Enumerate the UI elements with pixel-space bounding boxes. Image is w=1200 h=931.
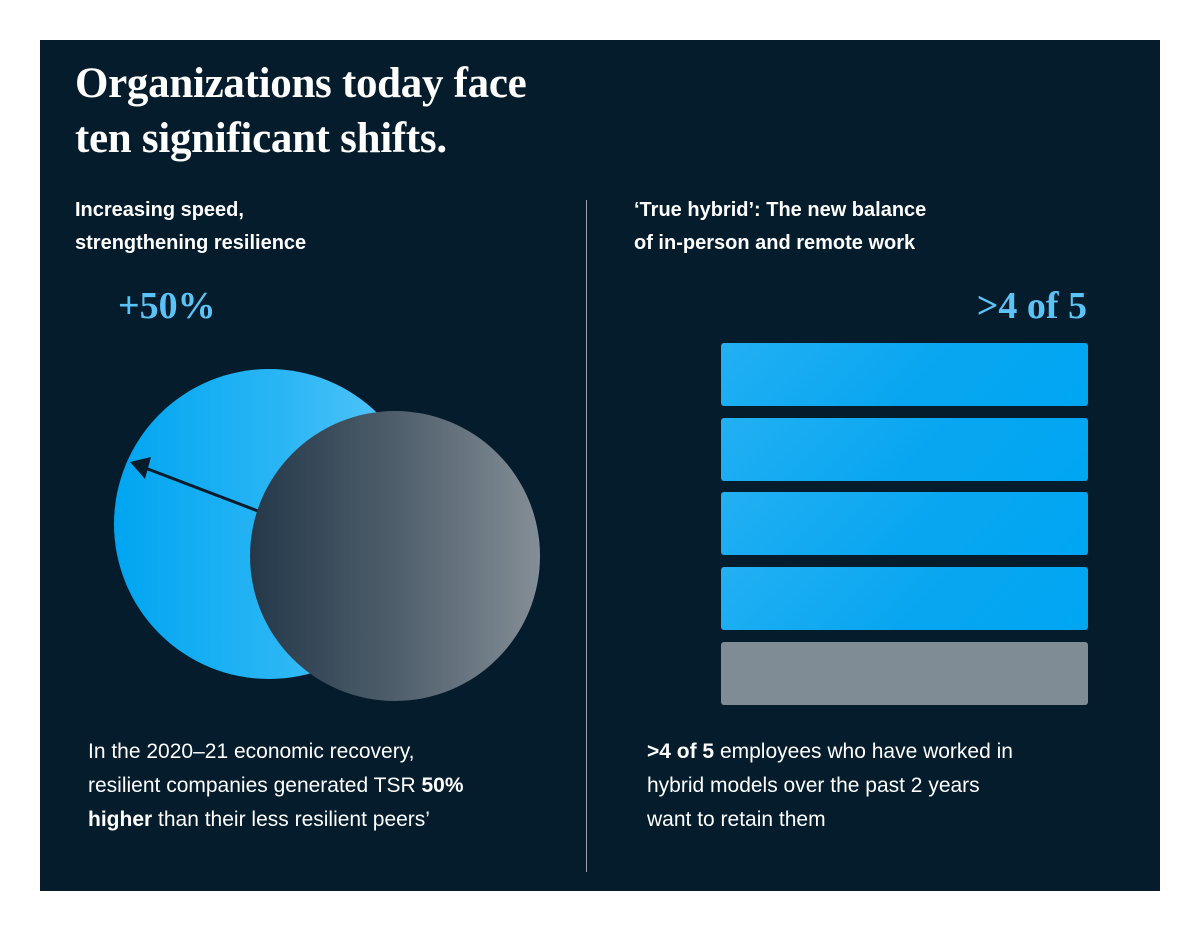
hybrid-description: >4 of 5 employees who have worked in hyb… xyxy=(647,735,1117,837)
left-heading-line-2: strengthening resilience xyxy=(75,232,307,254)
page-title: Organizations today face ten significant… xyxy=(75,56,635,166)
right-heading: ‘True hybrid’: The new balance of in-per… xyxy=(634,194,1094,260)
filled-bar-2 xyxy=(721,418,1088,481)
column-divider xyxy=(586,200,587,872)
left-desc-line-3: higher than their less resilient peers’ xyxy=(88,803,558,837)
left-desc-line-3-bold: higher xyxy=(88,808,153,831)
left-desc-line-1: In the 2020–21 economic recovery, xyxy=(88,740,415,763)
right-heading-line-2: of in-person and remote work xyxy=(634,232,916,254)
filled-bar-3 xyxy=(721,492,1088,555)
hybrid-stat: >4 of 5 xyxy=(976,285,1087,327)
arrow-line xyxy=(139,464,259,513)
left-desc-line-2: resilient companies generated TSR 50% xyxy=(88,769,558,803)
left-heading: Increasing speed, strengthening resilien… xyxy=(75,194,515,260)
resilience-description: In the 2020–21 economic recovery, resili… xyxy=(88,735,558,837)
infographic-panel: Organizations today face ten significant… xyxy=(40,40,1160,891)
right-desc-line-3: want to retain them xyxy=(647,808,826,831)
left-desc-line-2-text: resilient companies generated TSR xyxy=(88,774,422,797)
title-line-1: Organizations today face xyxy=(75,60,527,107)
right-desc-line-1-bold: >4 of 5 xyxy=(647,740,715,763)
small-circle xyxy=(250,411,540,701)
left-desc-line-2-bold: 50% xyxy=(421,774,464,797)
empty-bar-5 xyxy=(721,642,1088,705)
title-line-2: ten significant shifts. xyxy=(75,115,447,162)
right-desc-line-2: hybrid models over the past 2 years xyxy=(647,774,980,797)
filled-bar-4 xyxy=(721,567,1088,630)
resilience-circles-graphic xyxy=(114,369,540,701)
arrow-head-icon xyxy=(130,457,151,479)
right-heading-line-1: ‘True hybrid’: The new balance xyxy=(634,199,927,221)
filled-bar-1 xyxy=(721,343,1088,406)
left-desc-line-3-text: than their less resilient peers’ xyxy=(152,808,430,831)
resilience-stat: +50% xyxy=(118,285,216,327)
left-heading-line-1: Increasing speed, xyxy=(75,199,244,221)
right-desc-line-1: >4 of 5 employees who have worked in xyxy=(647,735,1117,769)
right-desc-line-1-text: employees who have worked in xyxy=(714,740,1013,763)
